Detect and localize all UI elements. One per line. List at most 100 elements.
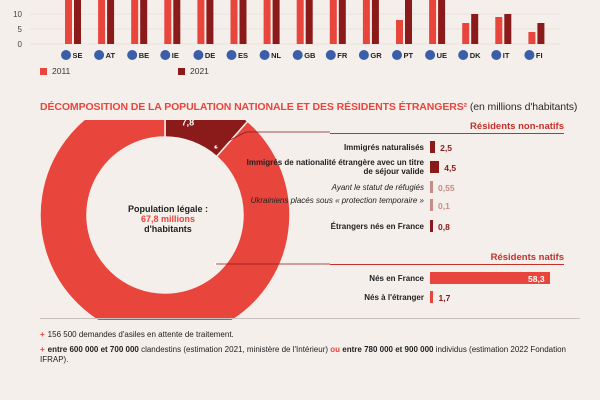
country-label: AT <box>106 51 116 60</box>
row-value: 4,5 <box>444 163 457 173</box>
row-value: 58,3 <box>528 274 545 284</box>
ytick-label: 10 <box>13 10 22 19</box>
flag-icon <box>259 50 270 60</box>
plus-icon: + <box>40 330 45 339</box>
bar-2011-SE <box>65 0 72 44</box>
row-value: 0,1 <box>438 201 450 211</box>
bar-2011-FR <box>329 0 337 44</box>
row-bar <box>430 161 440 173</box>
country-label: FI <box>536 51 543 60</box>
bar-2021-UE <box>438 0 446 44</box>
legend-2011: 2011 <box>40 66 70 76</box>
row-label: Ayant le statut de réfugiés <box>331 183 424 192</box>
flag-icon <box>524 50 535 60</box>
legend-2021: 2021 <box>178 66 209 76</box>
bar-2011-ES <box>230 0 238 44</box>
bar-2021-AT <box>107 0 115 44</box>
row-value: 0,55 <box>438 183 455 193</box>
country-label: DK <box>470 51 481 60</box>
country-label: DE <box>205 51 215 60</box>
connector-line-nonnatifs <box>215 131 330 148</box>
population-donut-chart: 7,860 <box>39 120 330 320</box>
flag-icon <box>458 50 469 60</box>
flag-icon <box>358 50 369 60</box>
group-header-1: Résidents natifs <box>490 252 564 263</box>
country-label: FR <box>337 51 348 60</box>
country-label: ES <box>238 51 248 60</box>
bar-2011-FI <box>528 32 536 44</box>
row-bar <box>430 272 550 284</box>
row-bar <box>430 199 433 211</box>
legend-label-2021: 2021 <box>190 66 209 76</box>
bar-2021-DE <box>206 0 214 44</box>
flag-icon <box>292 50 303 60</box>
country-label: GB <box>304 51 316 60</box>
bar-2021-PT <box>405 0 412 44</box>
bar-2021-DK <box>471 14 479 44</box>
country-label: IE <box>172 51 179 60</box>
donut-slice-1 <box>39 120 291 320</box>
row-bar <box>430 181 433 193</box>
group-header-0: Résidents non-natifs <box>470 121 564 132</box>
bar-2021-NL <box>272 0 280 44</box>
footnote-source-1: clandestins (estimation 2021, ministère … <box>138 345 331 354</box>
flag-icon <box>491 50 502 60</box>
country-label: GR <box>370 51 382 60</box>
row-label: Immigrés de nationalité étrangère avec u… <box>246 158 424 176</box>
center-line-3: d'habitants <box>144 224 192 234</box>
country-label: IT <box>503 51 510 60</box>
bar-2021-SE <box>74 0 81 44</box>
ytick-label: 0 <box>18 40 23 49</box>
row-label: Étrangers nés en France <box>330 222 424 231</box>
footnote-or: ou <box>330 345 341 354</box>
country-label: SE <box>73 51 83 60</box>
row-bar <box>430 220 433 232</box>
footnote-source-2: individus (estimation 2022 Fondation IFR… <box>40 345 566 364</box>
bar-2021-IT <box>504 14 512 44</box>
bar-2011-DE <box>197 0 205 44</box>
row-label: Nés à l'étranger <box>364 293 424 302</box>
flag-icon <box>61 50 71 60</box>
row-bar <box>430 141 436 153</box>
footer-divider <box>40 318 580 319</box>
flag-icon <box>325 50 336 60</box>
bar-2021-BE <box>140 0 148 44</box>
group-rule-0 <box>330 133 564 134</box>
bar-2011-GR <box>362 0 370 44</box>
row-label: Immigrés naturalisés <box>343 143 424 152</box>
row-label: Nés en France <box>369 274 424 283</box>
flag-icon <box>226 50 237 60</box>
bar-2011-UE <box>429 0 437 44</box>
flag-icon <box>160 50 171 60</box>
section-title: DÉCOMPOSITION DE LA POPULATION NATIONALE… <box>40 101 577 113</box>
bar-2011-AT <box>98 0 106 44</box>
flag-icon <box>193 50 204 60</box>
country-label: UE <box>437 51 447 60</box>
legend-swatch-2011 <box>40 67 47 75</box>
legend-swatch-2021 <box>178 67 185 75</box>
bar-2011-NL <box>263 0 271 44</box>
row-bar <box>430 291 434 303</box>
center-line-2: 67,8 millions <box>140 214 196 224</box>
bar-2021-FR <box>338 0 346 44</box>
row-value: 2,5 <box>440 143 452 153</box>
legend-label-2011: 2011 <box>52 66 71 76</box>
bar-2021-GR <box>371 0 379 44</box>
donut-slice-label-0: 7,8 <box>182 120 195 127</box>
row-value: 0,8 <box>438 222 450 232</box>
ytick-label: 5 <box>18 25 23 34</box>
bar-2021-ES <box>239 0 247 44</box>
row-value: 1,7 <box>438 293 451 303</box>
flag-icon <box>392 50 402 60</box>
bar-2011-GB <box>296 0 304 44</box>
country-bar-chart: 0 5 10 SE AT BE IE DE ES NL GB FR GR PT UE DK IT FI <box>13 0 560 60</box>
section-title-unit: (en millions d'habitants) <box>469 101 578 113</box>
bar-2021-IE <box>173 0 181 44</box>
country-label: NL <box>271 51 281 60</box>
bar-2021-FI <box>537 23 545 44</box>
footnote-asylum-text: 156 500 demandes d'asiles en attente de … <box>47 330 234 339</box>
bar-2011-BE <box>131 0 139 44</box>
group-rule-1 <box>330 264 564 265</box>
center-line-1: Population légale : <box>127 204 208 214</box>
bar-2011-IE <box>164 0 172 44</box>
